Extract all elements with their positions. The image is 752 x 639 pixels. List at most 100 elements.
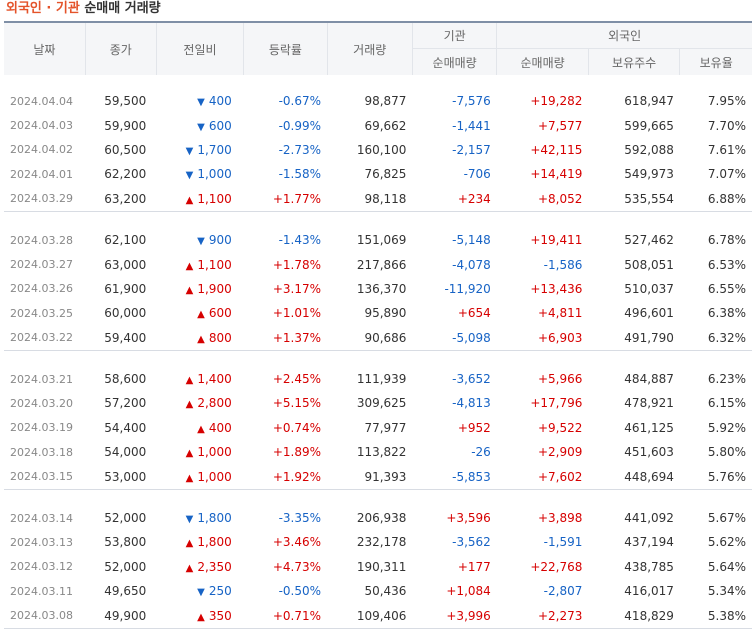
close-cell: 62,100: [104, 233, 147, 248]
inst-net-cell: -5,098: [412, 325, 497, 351]
foreign-hold-cell: 510,037: [624, 281, 674, 296]
volume-cell: 217,866: [356, 257, 407, 272]
triangle-down-icon: ▼: [185, 514, 194, 526]
triangle-down-icon: ▼: [197, 587, 205, 599]
change-cell: ▲ 1,100: [156, 186, 244, 212]
foreign-ratio-cell: 5.38%: [679, 603, 752, 629]
volume-cell: 309,625: [356, 396, 407, 411]
foreign-net-cell: +8,052: [496, 186, 589, 212]
investor-trading-table: 날짜 종가 전일비 등락률 거래량 기관 외국인 순매매량 순매매량 보유주수 …: [4, 21, 752, 629]
rate-cell: -0.67%: [278, 94, 322, 109]
inst-net-cell: +234: [412, 186, 497, 212]
foreign-ratio-cell: 5.67%: [707, 511, 746, 526]
date-cell: 2024.04.04: [10, 94, 73, 108]
rate-cell: +0.74%: [272, 420, 322, 435]
foreign-hold-cell: 451,603: [624, 445, 674, 460]
date-cell: 2024.04.01: [10, 167, 73, 181]
change-cell: ▼ 1,800: [156, 506, 243, 530]
date-cell: 2024.03.29: [4, 186, 86, 212]
rate-cell: +1.77%: [243, 186, 328, 212]
change-value: 800: [208, 330, 232, 345]
foreign-hold-cell: 418,829: [588, 603, 680, 629]
close-cell: 59,400: [85, 325, 157, 351]
rate-cell: +1.01%: [272, 306, 322, 321]
volume-cell: 111,939: [356, 372, 407, 387]
change-cell: ▲ 1,800: [156, 530, 243, 554]
table-row: 2024.04.01 62,200 ▼ 1,000 -1.58% 76,825 -706 +1…: [4, 162, 752, 186]
inst-net-cell: -3,652: [452, 372, 491, 387]
close-cell: 54,400: [104, 420, 147, 435]
volume-cell: 136,370: [356, 281, 407, 296]
change-value: 1,400: [197, 372, 232, 387]
table-row: 2024.03.15 53,000 ▲ 1,000 +1.92% 91,393 -5,853…: [4, 464, 752, 490]
volume-cell: 113,822: [356, 445, 407, 460]
close-cell: 54,000: [104, 445, 147, 460]
header-foreign-hold: 보유주수: [587, 48, 680, 75]
close-cell: 60,500: [104, 142, 147, 157]
foreign-net-cell: +13,436: [530, 281, 583, 296]
change-cell: ▲ 400: [156, 416, 243, 440]
table-row: 2024.03.13 53,800 ▲ 1,800 +3.46% 232,178 -3,56…: [4, 530, 752, 554]
volume-cell: 90,686: [327, 325, 413, 351]
foreign-hold-cell: 491,790: [588, 325, 680, 351]
change-value: 1,900: [197, 281, 232, 296]
foreign-hold-cell: 618,947: [624, 94, 674, 109]
foreign-net-cell: +2,909: [537, 445, 583, 460]
volume-cell: 77,977: [364, 420, 407, 435]
inst-net-cell: -4,078: [452, 257, 491, 272]
date-cell: 2024.03.18: [10, 445, 73, 459]
change-value: 1,700: [197, 142, 232, 157]
group-spacer: [4, 211, 752, 228]
foreign-hold-cell: 461,125: [624, 420, 674, 435]
foreign-net-cell: +5,966: [537, 372, 583, 387]
table-row: 2024.03.22 59,400 ▲ 800 +1.37% 90,686 -5,098 +6…: [4, 325, 752, 351]
foreign-ratio-cell: 7.95%: [707, 94, 746, 109]
header-foreign-net: 순매매량: [496, 48, 589, 75]
date-cell: 2024.03.19: [10, 421, 73, 435]
foreign-ratio-cell: 6.78%: [707, 233, 746, 248]
rate-cell: +2.45%: [272, 372, 322, 387]
section-title-rest: 순매매 거래량: [84, 1, 161, 16]
change-cell: ▼ 1,700: [156, 138, 243, 162]
change-value: 1,800: [197, 535, 232, 550]
volume-cell: 206,938: [356, 511, 407, 526]
rate-cell: -2.73%: [278, 142, 322, 157]
change-cell: ▲ 2,800: [156, 391, 243, 415]
date-cell: 2024.03.15: [4, 464, 86, 490]
triangle-up-icon: ▲: [185, 284, 194, 296]
table-row: 2024.03.08 49,900 ▲ 350 +0.71% 109,406 +3,996 +…: [4, 603, 752, 629]
inst-net-cell: -706: [463, 167, 491, 182]
header-foreign: 외국인: [496, 21, 752, 49]
foreign-hold-cell: 437,194: [624, 535, 674, 550]
inst-net-cell: -1,441: [452, 118, 491, 133]
rate-cell: +1.89%: [272, 445, 322, 460]
foreign-net-cell: +7,577: [537, 118, 583, 133]
foreign-hold-cell: 448,694: [588, 464, 680, 490]
triangle-up-icon: ▲: [185, 375, 194, 387]
change-cell: ▲ 600: [156, 301, 243, 325]
foreign-ratio-cell: 5.34%: [707, 584, 746, 599]
table-row: 2024.03.19 54,400 ▲ 400 +0.74% 77,977 +952 +9,5…: [4, 416, 752, 440]
date-cell: 2024.04.03: [10, 119, 73, 133]
foreign-net-cell: +6,903: [496, 325, 589, 351]
rate-cell: +4.73%: [272, 559, 322, 574]
foreign-ratio-cell: 7.07%: [707, 167, 746, 182]
date-cell: 2024.03.25: [10, 306, 73, 320]
table-row: 2024.03.28 62,100 ▼ 900 -1.43% 151,069 -5,148 +…: [4, 228, 752, 252]
date-cell: 2024.03.28: [10, 233, 73, 247]
foreign-hold-cell: 527,462: [624, 233, 674, 248]
change-cell: ▼ 250: [156, 579, 243, 603]
volume-cell: 91,393: [327, 464, 413, 490]
close-cell: 60,000: [104, 306, 147, 321]
foreign-ratio-cell: 6.53%: [707, 257, 746, 272]
change-value: 350: [208, 608, 232, 623]
foreign-hold-cell: 441,092: [624, 511, 674, 526]
foreign-ratio-cell: 5.76%: [679, 464, 752, 490]
inst-net-cell: +952: [457, 420, 491, 435]
rate-cell: -0.99%: [278, 118, 322, 133]
change-cell: ▲ 1,000: [156, 440, 243, 464]
inst-net-cell: -4,813: [452, 396, 491, 411]
triangle-up-icon: ▲: [197, 611, 205, 623]
table-row: 2024.03.21 58,600 ▲ 1,400 +2.45% 111,939 -3,65…: [4, 367, 752, 391]
foreign-hold-cell: 508,051: [624, 257, 674, 272]
